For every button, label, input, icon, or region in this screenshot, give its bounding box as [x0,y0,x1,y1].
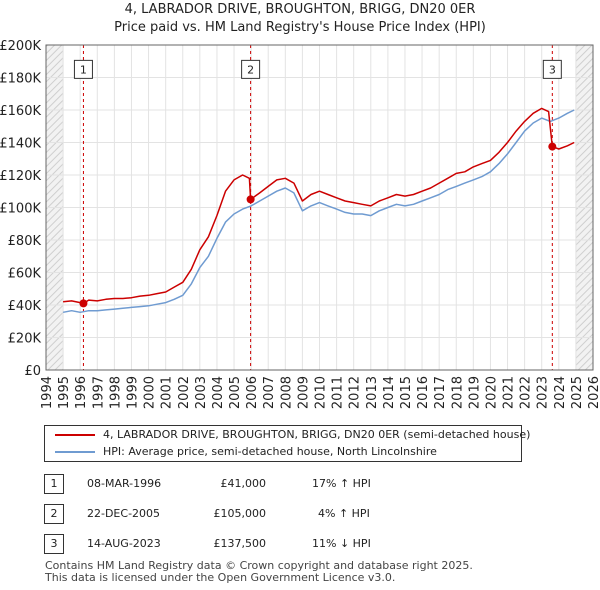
x-tick-label: 2015 [399,376,414,409]
transaction-price: £41,000 [220,477,267,490]
sale-label-box [73,59,93,79]
y-tick-label: £40K [8,299,42,314]
plot-frame [45,44,594,371]
x-tick-label: 2019 [467,376,482,409]
footer-line1: Contains HM Land Registry data © Crown c… [45,559,473,572]
legend-property-swatch [55,434,95,436]
x-tick-label: 2011 [331,376,346,409]
transaction-hpi-change: 17% ↑ HPI [312,477,371,490]
sale-label-box [241,59,261,79]
y-tick-label: £60K [8,267,42,282]
x-tick-label: 2017 [433,376,448,409]
property-series-line [63,107,575,305]
sale-point [79,299,88,308]
x-tick-label: 1994 [40,376,55,409]
legend-hpi-swatch [55,451,95,453]
transaction-number-badge: 1 [44,474,64,494]
table-row: 1 08-MAR-1996 £41,000 17% ↑ HPI [0,474,600,496]
y-tick-label: £120K [0,169,41,184]
transaction-date: 08-MAR-1996 [87,477,162,490]
transaction-date: 22-DEC-2005 [87,507,161,520]
x-tick-label: 1995 [57,376,72,409]
transaction-number-badge: 2 [44,504,64,524]
x-tick-label: 2024 [553,376,568,409]
x-tick-label: 2021 [502,376,517,409]
sale-label: 1 [80,63,87,76]
chart-legend: 4, LABRADOR DRIVE, BROUGHTON, BRIGG, DN2… [44,425,530,462]
transaction-hpi-change: 11% ↓ HPI [312,537,371,550]
y-tick-label: £200K [0,39,41,54]
transaction-hpi-change: 4% ↑ HPI [318,507,370,520]
sale-label: 3 [549,63,556,76]
x-tick-label: 2006 [245,376,260,409]
x-tick-label: 2020 [484,376,499,409]
x-tick-label: 2008 [279,376,294,409]
y-tick-label: £140K [0,137,41,152]
x-tick-label: 2003 [194,376,209,409]
x-tick-label: 2013 [365,376,380,409]
transaction-number-badge: 3 [44,534,64,554]
sale-label-box [542,59,562,79]
price-chart: 1 2 3 £0 £20K £40K £60K £80K £100K £120K £140K £16… [0,39,600,409]
x-tick-label: 2010 [314,376,329,409]
x-tick-label: 2002 [177,376,192,409]
x-tick-label: 2016 [416,376,431,409]
x-tick-label: 2018 [450,376,465,409]
x-tick-label: 2014 [382,376,397,409]
sale-point [246,195,255,204]
x-tick-label: 2005 [228,376,243,409]
x-tick-label: 2007 [262,376,277,409]
x-tick-label: 2001 [160,376,175,409]
chart-title-line2: Price paid vs. HM Land Registry's House … [114,20,486,35]
x-tick-label: 1996 [74,376,89,409]
x-tick-label: 1999 [125,376,140,409]
table-row: 3 14-AUG-2023 £137,500 11% ↓ HPI [0,534,600,556]
x-tick-label: 2023 [536,376,551,409]
sale-point [548,142,557,151]
sale-label: 2 [247,63,254,76]
legend-hpi-label: HPI: Average price, semi-detached house,… [103,445,437,458]
y-tick-label: £160K [0,104,41,119]
x-tick-label: 2009 [296,376,311,409]
x-tick-label: 2012 [348,376,363,409]
transaction-price: £105,000 [213,507,267,520]
x-tick-label: 1998 [108,376,123,409]
table-row: 2 22-DEC-2005 £105,000 4% ↑ HPI [0,504,600,526]
footer-line2: This data is licensed under the Open Gov… [45,571,396,584]
transaction-price: £137,500 [213,537,267,550]
y-tick-label: £100K [0,202,41,217]
y-tick-label: £180K [0,72,41,87]
transaction-date: 14-AUG-2023 [87,537,161,550]
footer-attribution: Contains HM Land Registry data © Crown c… [45,560,473,584]
x-tick-label: 2000 [143,376,158,409]
y-tick-label: £20K [8,332,42,347]
x-tick-label: 2022 [519,376,534,409]
legend-property-label: 4, LABRADOR DRIVE, BROUGHTON, BRIGG, DN2… [103,428,531,441]
x-tick-label: 1997 [91,376,106,409]
y-tick-label: £80K [8,234,42,249]
x-tick-label: 2004 [211,376,226,409]
y-tick-label: £0 [24,364,41,379]
x-tick-label: 2026 [587,376,600,409]
x-tick-label: 2025 [570,376,585,409]
chart-title-line1: 4, LABRADOR DRIVE, BROUGHTON, BRIGG, DN2… [124,2,476,17]
hpi-series-line [62,109,575,314]
